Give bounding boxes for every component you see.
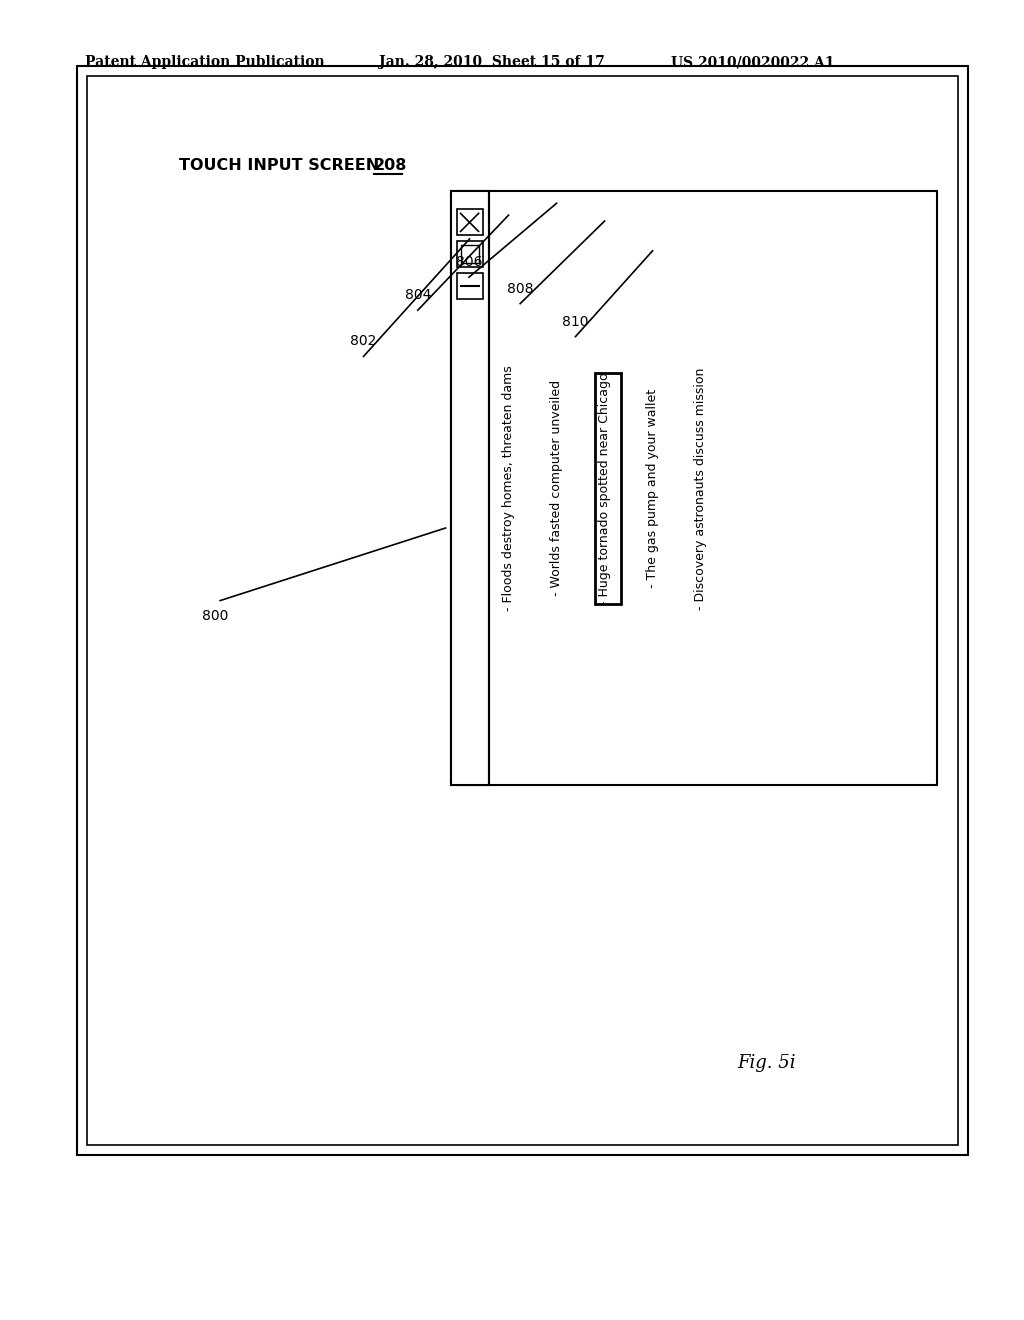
Bar xyxy=(595,372,621,605)
Text: - The gas pump and your wallet: - The gas pump and your wallet xyxy=(646,389,659,587)
Text: 810: 810 xyxy=(562,314,589,329)
Bar xyxy=(451,191,488,785)
Bar xyxy=(457,210,482,235)
Bar xyxy=(457,273,482,300)
Text: 806: 806 xyxy=(456,255,482,269)
Text: 804: 804 xyxy=(404,288,431,302)
Bar xyxy=(457,242,482,268)
Bar xyxy=(451,191,937,785)
Text: - Discovery astronauts discuss mission: - Discovery astronauts discuss mission xyxy=(694,367,707,610)
Text: US 2010/0020022 A1: US 2010/0020022 A1 xyxy=(671,55,835,69)
Text: 808: 808 xyxy=(507,281,534,296)
Text: 802: 802 xyxy=(350,334,377,348)
Text: - Worlds fasted computer unveiled: - Worlds fasted computer unveiled xyxy=(550,380,563,597)
Text: Fig. 5i: Fig. 5i xyxy=(737,1053,796,1072)
Text: Patent Application Publication: Patent Application Publication xyxy=(85,55,325,69)
Text: 800: 800 xyxy=(202,609,228,623)
Bar xyxy=(87,77,957,1144)
Text: 208: 208 xyxy=(374,157,408,173)
Bar xyxy=(461,246,478,264)
Text: - Huge tornado spotted near Chicago: - Huge tornado spotted near Chicago xyxy=(598,372,611,605)
Text: - Floods destroy homes, threaten dams: - Floods destroy homes, threaten dams xyxy=(502,366,515,611)
Bar xyxy=(77,66,968,1155)
Text: Jan. 28, 2010  Sheet 15 of 17: Jan. 28, 2010 Sheet 15 of 17 xyxy=(379,55,604,69)
Text: TOUCH INPUT SCREEN: TOUCH INPUT SCREEN xyxy=(179,157,385,173)
